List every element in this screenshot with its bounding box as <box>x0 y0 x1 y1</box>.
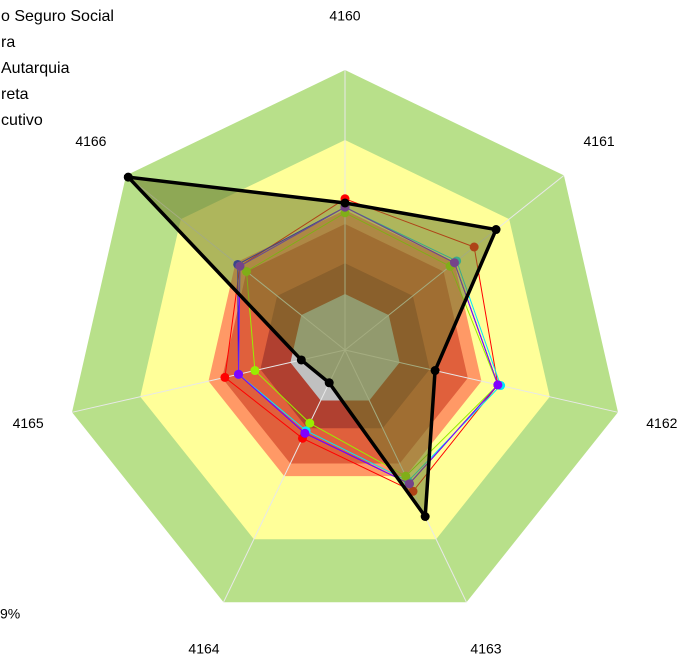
legend-label: o Seguro Social <box>1 8 114 25</box>
axis-label: 4166 <box>75 133 106 149</box>
series-point <box>491 225 501 235</box>
series-point <box>493 380 503 390</box>
series-point <box>340 198 350 208</box>
note: 9% <box>0 606 20 622</box>
axis-label: 4160 <box>329 8 360 24</box>
legend-label: cutivo <box>1 112 43 129</box>
series-point <box>250 366 260 376</box>
axis-label: 4164 <box>188 641 219 657</box>
axis-label: 4161 <box>584 133 615 149</box>
series-line <box>123 174 499 522</box>
series-point <box>123 172 133 182</box>
series-point <box>430 366 440 376</box>
series-point <box>220 372 230 382</box>
series-point <box>324 378 334 388</box>
axis-label: 4165 <box>13 415 44 431</box>
axis-spoke <box>223 349 346 603</box>
series-point <box>305 418 315 428</box>
legend-label: ra <box>1 34 15 51</box>
series-point <box>234 369 244 379</box>
series-point <box>300 428 310 438</box>
legend-label: reta <box>1 86 29 103</box>
axis-label: 4163 <box>470 641 501 657</box>
series-point <box>420 511 430 521</box>
series-point <box>296 355 306 365</box>
legend-label: Autarquia <box>1 60 70 77</box>
axis-label: 4162 <box>646 415 677 431</box>
